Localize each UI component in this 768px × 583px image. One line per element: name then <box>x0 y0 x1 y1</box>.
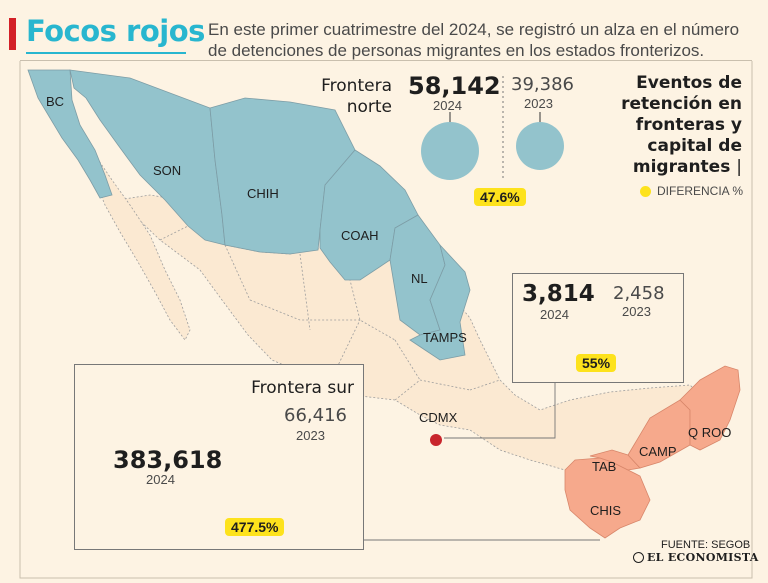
label-chih: CHIH <box>247 186 279 201</box>
legend-difference-label: DIFERENCIA % <box>657 184 744 198</box>
capital-value-2024: 3,814 <box>522 281 595 307</box>
label-cdmx: CDMX <box>419 410 458 425</box>
sur-year-2024: 2024 <box>146 472 175 487</box>
state-tamps <box>409 244 471 361</box>
sur-difference-badge: 477.5% <box>225 518 285 536</box>
bubble-norte-2024 <box>421 122 479 180</box>
sur-label: Frontera sur <box>251 378 354 398</box>
capital-year-2024: 2024 <box>540 307 569 322</box>
frame-outline <box>19 61 753 579</box>
state-tab <box>589 449 641 471</box>
capital-year-2023: 2023 <box>622 304 651 319</box>
label-qroo: Q ROO <box>688 425 731 440</box>
label-tab: TAB <box>592 459 616 474</box>
sur-value-2024: 383,618 <box>113 446 223 474</box>
state-coah <box>319 149 419 281</box>
norte-value-2024: 58,142 <box>408 72 501 100</box>
legend-title: Eventos de retención en fronteras y capi… <box>621 73 742 177</box>
state-qroo <box>679 365 741 451</box>
brand-name: EL ECONOMISTA <box>647 551 759 564</box>
cdmx-connector <box>444 383 556 439</box>
state-chih <box>209 97 356 255</box>
label-bc: BC <box>46 94 64 109</box>
label-tamps: TAMPS <box>423 330 467 345</box>
norte-difference-badge: 47.6% <box>474 188 526 206</box>
label-coah: COAH <box>341 228 379 243</box>
label-chis: CHIS <box>590 503 621 518</box>
frontera-sur-box <box>74 364 364 550</box>
legend-dot-icon <box>640 186 651 197</box>
sur-year-2023: 2023 <box>296 428 325 443</box>
bubble-norte-2023 <box>516 122 564 170</box>
internal-borders <box>159 214 501 401</box>
cdmx-marker <box>430 434 442 446</box>
capital-difference-badge: 55% <box>576 354 617 372</box>
title-accent-bar <box>9 18 16 50</box>
sur-value-2023: 66,416 <box>284 405 347 426</box>
source-note: FUENTE: SEGOB <box>661 539 751 551</box>
state-bc <box>27 69 113 199</box>
page-title: Focos rojos <box>26 14 205 48</box>
capital-value-2023: 2,458 <box>613 283 665 304</box>
label-nl: NL <box>411 271 428 286</box>
frame-top-line <box>20 60 752 61</box>
page-subtitle: En este primer cuatrimestre del 2024, se… <box>208 20 740 60</box>
norte-year-2024: 2024 <box>433 98 462 113</box>
label-camp: CAMP <box>639 444 677 459</box>
brand-logo-icon <box>633 552 644 563</box>
title-underline <box>26 52 186 54</box>
norte-year-2023: 2023 <box>524 96 553 111</box>
norte-label: Frontera norte <box>321 76 392 117</box>
state-bcs <box>94 153 191 341</box>
norte-value-2023: 39,386 <box>511 74 574 95</box>
label-son: SON <box>153 163 181 178</box>
